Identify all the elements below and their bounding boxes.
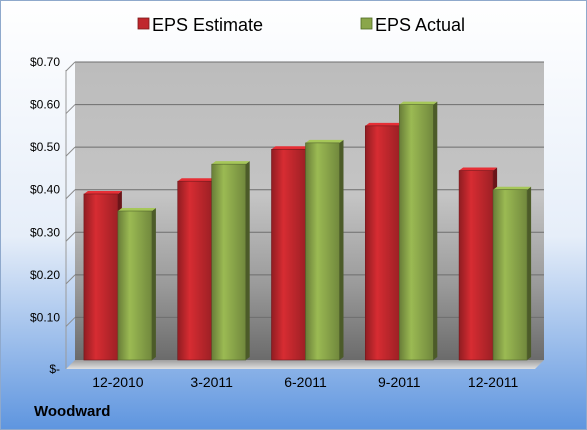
bar-front [211, 163, 246, 361]
bar-side [339, 139, 344, 360]
bar-eps-actual-9-2011 [398, 101, 438, 361]
x-tick-label: 9-2011 [378, 374, 421, 390]
bar-top [271, 146, 310, 150]
legend-swatch-eps-actual [360, 17, 373, 30]
x-axis-ticks: 12-2010 3-2011 6-2011 9-2011 12-2011 [92, 374, 518, 390]
bar-side [527, 186, 532, 360]
bar-eps-actual-3-2011 [211, 161, 250, 361]
bar-eps-estimate-9-2011 [364, 122, 404, 361]
bar-eps-estimate-3-2011 [177, 178, 216, 361]
x-tick-label: 3-2011 [190, 374, 233, 390]
legend-label-eps-actual: EPS Actual [375, 15, 465, 35]
bar-eps-actual-12-2011 [492, 186, 532, 361]
y-axis-ticks: $- $0.10 $0.20 $0.30 $0.40 $0.50 $0.60 $0.70 [30, 55, 60, 376]
bar-top [459, 167, 498, 171]
legend-swatch-eps-estimate [137, 17, 150, 30]
bar-front [492, 189, 528, 361]
bar-top [177, 178, 216, 182]
bar-eps-actual-6-2011 [305, 139, 344, 361]
bar-front [398, 104, 434, 361]
bar-top [399, 101, 438, 105]
bar-top [83, 190, 122, 194]
bar-side [151, 208, 156, 360]
gridline-depth [65, 189, 76, 200]
bar-side [245, 161, 250, 360]
bar-eps-estimate-6-2011 [271, 146, 310, 361]
bar-eps-estimate-12-2010 [83, 190, 122, 361]
gridline-depth [65, 317, 76, 327]
y-tick-label: $0.30 [30, 225, 60, 239]
x-tick-label: 12-2010 [92, 374, 144, 390]
bar-front [177, 180, 212, 361]
gridline-depth [65, 231, 76, 242]
y-tick-label: $0.20 [30, 268, 60, 282]
x-tick-label: 6-2011 [284, 374, 327, 390]
legend-label-eps-estimate: EPS Estimate [152, 15, 263, 35]
y-tick-label: $- [49, 362, 60, 376]
company-name: Woodward [34, 403, 110, 420]
gridline-depth [65, 146, 76, 157]
bar-eps-estimate-12-2011 [458, 167, 498, 361]
legend: EPS Estimate EPS Actual [137, 15, 465, 35]
y-tick-label: $0.50 [30, 140, 60, 154]
bar-top [365, 122, 404, 126]
x-tick-label: 12-2011 [468, 374, 519, 390]
gridline-depth [65, 274, 76, 285]
bar-top [493, 186, 532, 190]
bar-front [117, 210, 153, 361]
bar-front [458, 170, 494, 361]
plot-floor [66, 360, 544, 369]
y-tick-label: $0.70 [30, 55, 60, 69]
y-tick-label: $0.40 [30, 183, 60, 197]
bars [83, 101, 532, 361]
bar-top [117, 208, 156, 211]
bar-front [271, 148, 306, 361]
bar-top [305, 139, 344, 143]
bar-side [433, 101, 438, 361]
bar-eps-actual-12-2010 [117, 208, 156, 361]
gridline-depth [65, 61, 76, 72]
gridline-depth [65, 104, 76, 114]
bar-top [211, 161, 250, 165]
bar-front [305, 142, 340, 361]
bar-front [83, 193, 119, 361]
bar-front [364, 125, 400, 361]
y-tick-label: $0.10 [30, 310, 60, 324]
y-tick-label: $0.60 [30, 98, 60, 112]
